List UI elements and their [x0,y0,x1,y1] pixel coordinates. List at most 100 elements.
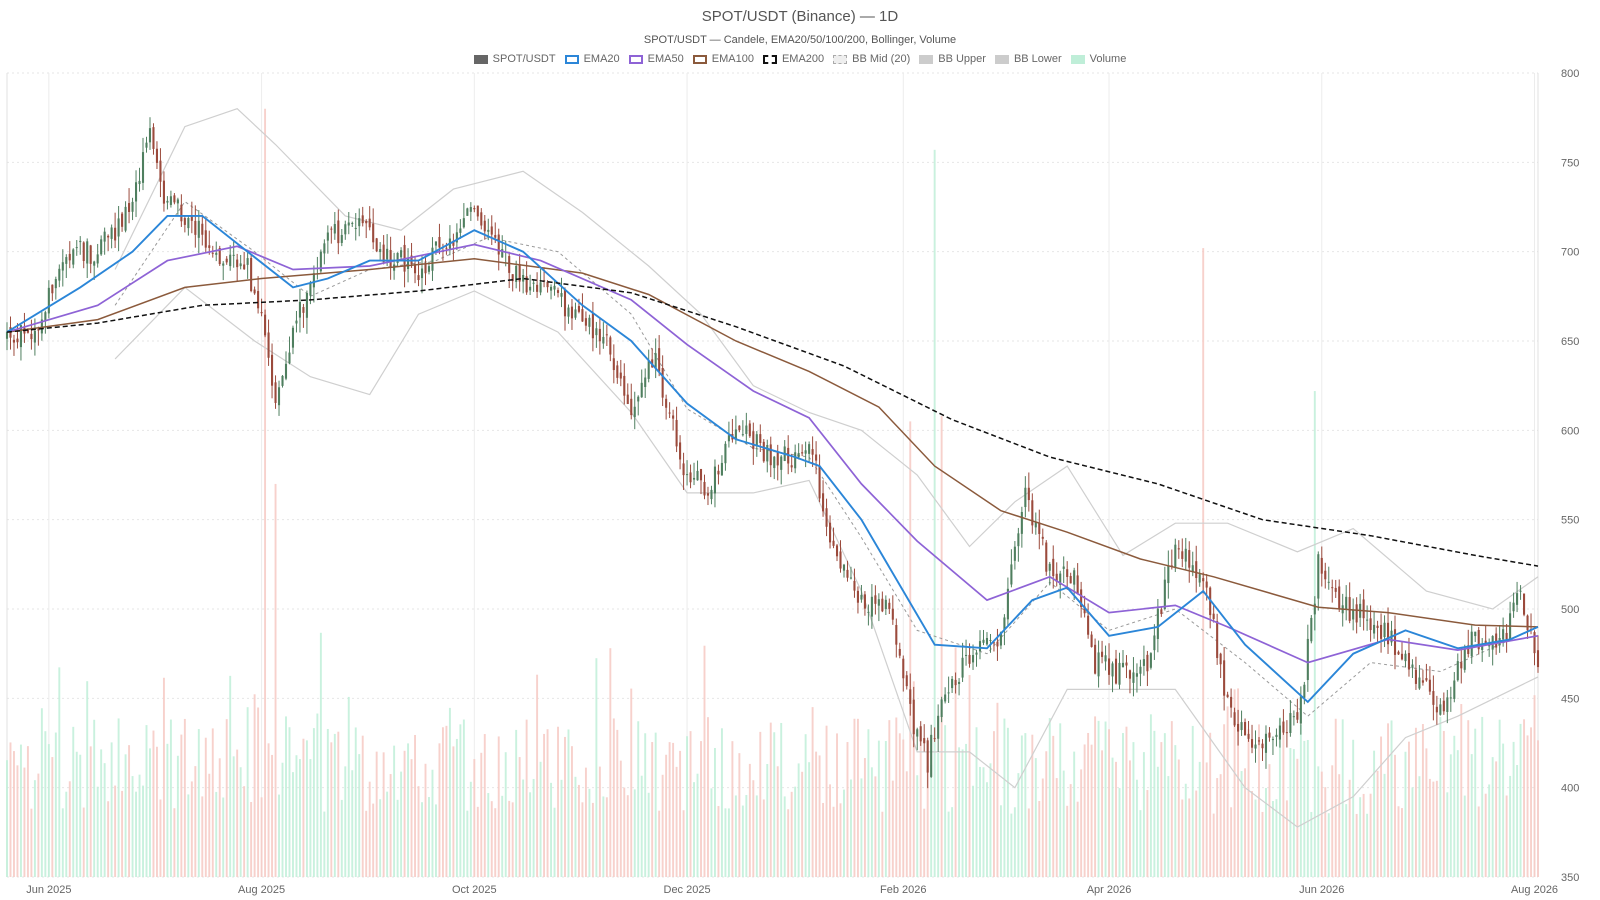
volume-bar [93,719,96,877]
legend-item-3[interactable]: EMA100 [692,53,754,65]
volume-bar [253,694,256,877]
candle-body [947,692,950,694]
candle-body [1502,629,1505,640]
volume-bar [1101,750,1104,877]
volume-bar [1428,778,1431,877]
candle-body [159,160,162,182]
volume-bar [354,727,357,877]
candle-body [65,257,68,264]
legend-item-7[interactable]: BB Lower [994,53,1062,65]
candle [553,279,556,296]
volume-bar [661,774,664,877]
volume-bar [190,781,193,877]
candle-body [996,641,999,647]
candle [619,359,622,387]
legend-item-4[interactable]: EMA200 [762,53,825,65]
candle-body [1205,581,1208,588]
candle-body [1188,550,1191,568]
candle [961,642,964,682]
legend-item-5[interactable]: BB Mid (20) [833,53,910,65]
candle [1052,545,1055,589]
volume-bar [1153,730,1156,877]
candle-body [794,452,797,469]
candle [686,460,689,486]
candle [609,335,612,362]
candle-body [1230,696,1233,708]
volume-bar [919,740,922,877]
candle-body [1073,570,1076,585]
candle-body [1174,544,1177,568]
volume-bar [504,752,507,877]
candle-body [1118,662,1121,685]
volume-bar [850,779,852,877]
legend-item-0[interactable]: SPOT/USDT [473,53,556,65]
candle-body [860,594,863,600]
volume-bar [686,736,689,877]
candle-body [1034,521,1037,528]
candle-body [309,282,312,296]
candle-body [291,327,295,348]
volume-bar [1160,742,1163,877]
legend-label: EMA200 [781,53,825,65]
candle-body [832,540,835,546]
volume-bar [651,742,654,877]
candle-body [689,472,692,483]
candle-body [1223,660,1226,696]
volume-bar [741,805,744,877]
candle [640,369,643,398]
volume-bar [1069,784,1072,877]
candle-body [267,332,270,358]
candle [616,360,619,384]
candle [1481,638,1484,662]
volume-bar [372,803,375,877]
volume-bar [1453,735,1456,877]
candle-body [1404,653,1407,662]
volume-bar [1177,759,1180,877]
volume-bar [441,727,444,877]
candle [1453,672,1456,703]
candle [1020,506,1023,548]
volume-bar [473,759,476,877]
volume-bar [609,648,612,877]
candle-body [61,262,64,271]
volume-bar [1097,720,1100,877]
candle [9,316,12,350]
candle-body [1020,511,1023,534]
candle [326,225,329,254]
volume-bar [1380,736,1383,877]
candle [12,334,16,356]
volume-bar [1258,724,1260,877]
candle-body [1163,579,1166,610]
candle [811,436,814,467]
volume-bar [825,725,828,877]
legend-item-6[interactable]: BB Upper [919,53,986,65]
candle [201,216,204,246]
volume-bar [9,742,12,877]
volume-bar [428,797,430,877]
volume-bar [1073,751,1076,877]
volume-bar [330,742,333,877]
candle-body [944,694,947,702]
volume-bar [682,810,685,877]
candle [497,228,500,271]
volume-bar [1481,716,1484,877]
legend-item-8[interactable]: Volume [1070,53,1126,65]
volume-bar [968,675,971,877]
volume-bar [1139,810,1142,877]
volume-bar [884,741,887,877]
legend-item-2[interactable]: EMA50 [628,53,684,65]
candle [462,203,465,229]
x-tick-label: Apr 2026 [1087,884,1132,896]
candle [459,219,462,239]
candle [1034,512,1037,535]
candle [330,226,333,244]
candle [741,420,744,437]
volume-bar [452,746,455,877]
volume-bar [700,741,702,877]
legend-item-1[interactable]: EMA20 [564,53,620,65]
candle [556,287,560,298]
volume-bar [637,721,640,877]
candle-body [1114,658,1118,684]
volume-bar [773,732,776,877]
